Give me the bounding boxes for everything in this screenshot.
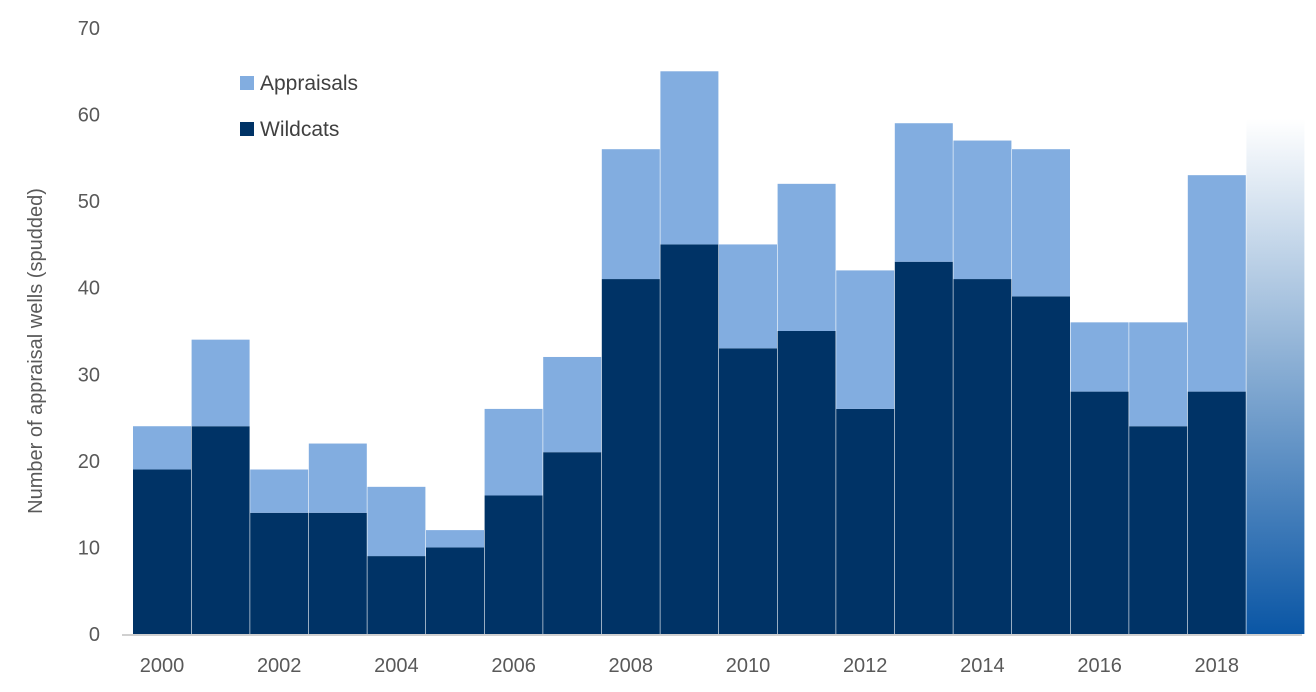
bar-appraisals-2017	[1129, 322, 1188, 427]
x-tick-label: 2000	[140, 655, 185, 677]
y-tick-label: 60	[78, 105, 100, 127]
bar-wildcats-2001	[191, 426, 250, 634]
bar-appraisals-2000	[133, 426, 191, 470]
bar-appraisals-2008	[601, 149, 660, 280]
legend-swatch-appraisals	[240, 76, 254, 90]
bar-wildcats-2008	[601, 279, 660, 634]
bar-appraisals-2001	[191, 339, 250, 427]
bar-appraisals-2013	[894, 123, 953, 262]
x-tick-label: 2018	[1195, 655, 1240, 677]
bar-appraisals-2009	[660, 71, 719, 245]
bar-wildcats-2003	[308, 512, 367, 634]
bar-appraisals-2003	[308, 443, 367, 513]
x-tick-label: 2006	[491, 655, 536, 677]
bar-wildcats-2011	[777, 331, 836, 634]
bar-appraisals-2006	[484, 408, 543, 496]
bar-wildcats-2013	[894, 261, 953, 634]
bar-wildcats-2002	[250, 512, 309, 634]
bar-wildcats-2015	[1012, 296, 1070, 634]
bar-appraisals-2010	[719, 244, 777, 349]
legend-label-appraisals: Appraisals	[260, 72, 358, 95]
bar-appraisals-2005	[426, 530, 484, 548]
bar-wildcats-2000	[133, 469, 191, 634]
bar-gradient-placeholder	[1246, 118, 1305, 634]
bar-appraisals-2015	[1012, 149, 1070, 297]
bar-wildcats-2007	[543, 452, 602, 634]
x-tick-label: 2010	[726, 655, 771, 677]
y-tick-label: 30	[78, 364, 100, 386]
y-axis: 0 10 20 30 40 50 60 70	[78, 18, 100, 646]
bar-appraisals-2012	[836, 270, 895, 409]
legend-swatch-wildcats	[240, 122, 254, 136]
bar-wildcats-2009	[660, 244, 719, 634]
y-tick-label: 20	[78, 451, 100, 473]
bar-wildcats-2018	[1187, 391, 1246, 634]
x-tick-label: 2002	[257, 655, 302, 677]
bar-wildcats-2014	[953, 279, 1012, 634]
bar-wildcats-2004	[367, 556, 426, 634]
legend-label-wildcats: Wildcats	[260, 118, 339, 141]
bar-wildcats-2005	[426, 547, 484, 634]
bar-appraisals-2018	[1187, 175, 1246, 392]
bar-appraisals-2007	[543, 356, 602, 453]
bar-appraisals-2011	[777, 183, 836, 331]
y-tick-label: 70	[78, 18, 100, 40]
y-tick-label: 0	[89, 624, 100, 646]
x-tick-label: 2016	[1077, 655, 1122, 677]
bar-appraisals-2016	[1070, 322, 1129, 392]
bar-appraisals-2004	[367, 486, 426, 557]
x-tick-label: 2008	[609, 655, 654, 677]
bar-appraisals-2014	[953, 140, 1012, 280]
y-tick-label: 10	[78, 537, 100, 559]
x-tick-label: 2004	[374, 655, 419, 677]
x-tick-label: 2012	[843, 655, 888, 677]
bar-wildcats-2010	[719, 348, 777, 634]
bars	[133, 71, 1305, 634]
bar-wildcats-2017	[1129, 426, 1188, 634]
legend: Appraisals Wildcats	[240, 72, 358, 141]
bar-appraisals-2002	[250, 469, 309, 513]
bar-wildcats-2006	[484, 495, 543, 634]
bar-wildcats-2016	[1070, 391, 1129, 634]
bar-wildcats-2012	[836, 408, 895, 634]
y-axis-label: Number of appraisal wells (spudded)	[25, 188, 47, 514]
y-tick-label: 50	[78, 191, 100, 213]
y-tick-label: 40	[78, 278, 100, 300]
x-tick-label: 2014	[960, 655, 1005, 677]
x-axis: 2000 2002 2004 2006 2008 2010 2012 2014 2016 2018	[140, 655, 1239, 677]
